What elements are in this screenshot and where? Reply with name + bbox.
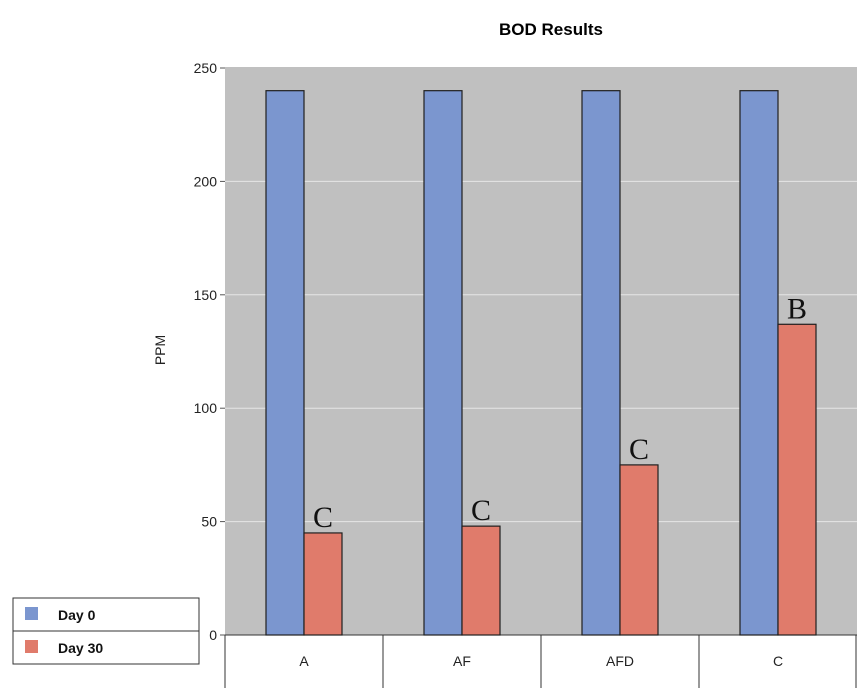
- x-category-label: AFD: [606, 653, 634, 669]
- y-tick-label: 0: [209, 627, 217, 643]
- y-tick-label: 200: [194, 173, 218, 189]
- y-tick-label: 50: [201, 514, 217, 530]
- legend-label: Day 30: [58, 640, 103, 656]
- x-category-label: A: [299, 653, 309, 669]
- x-category-label: C: [773, 653, 783, 669]
- bar-annotation: B: [787, 292, 807, 325]
- y-tick-label: 100: [194, 400, 218, 416]
- bar-day-0: [423, 90, 463, 636]
- bar-day-30: [619, 464, 659, 636]
- legend: Day 0 Day 30: [12, 597, 200, 665]
- x-category-label: AF: [453, 653, 471, 669]
- y-tick-label: 150: [194, 287, 218, 303]
- bar-annotation: C: [471, 494, 491, 527]
- bar-day-0: [265, 90, 305, 636]
- legend-swatch: [25, 607, 38, 620]
- bar-day-30: [303, 532, 343, 636]
- y-tick-label: 250: [194, 60, 218, 76]
- bar-annotation: C: [629, 433, 649, 466]
- chart-title: BOD Results: [499, 20, 603, 39]
- bar-day-30: [777, 323, 817, 636]
- bar-day-0: [581, 90, 621, 636]
- y-axis-label: PPM: [152, 335, 168, 365]
- plot-area: 0 50 100 150 200 250 A AF AFD C C C C B: [194, 60, 857, 688]
- bar-day-0: [739, 90, 779, 636]
- legend-label: Day 0: [58, 607, 96, 623]
- legend-swatch: [25, 640, 38, 653]
- bar-day-30: [461, 525, 501, 636]
- bar-annotation: C: [313, 501, 333, 534]
